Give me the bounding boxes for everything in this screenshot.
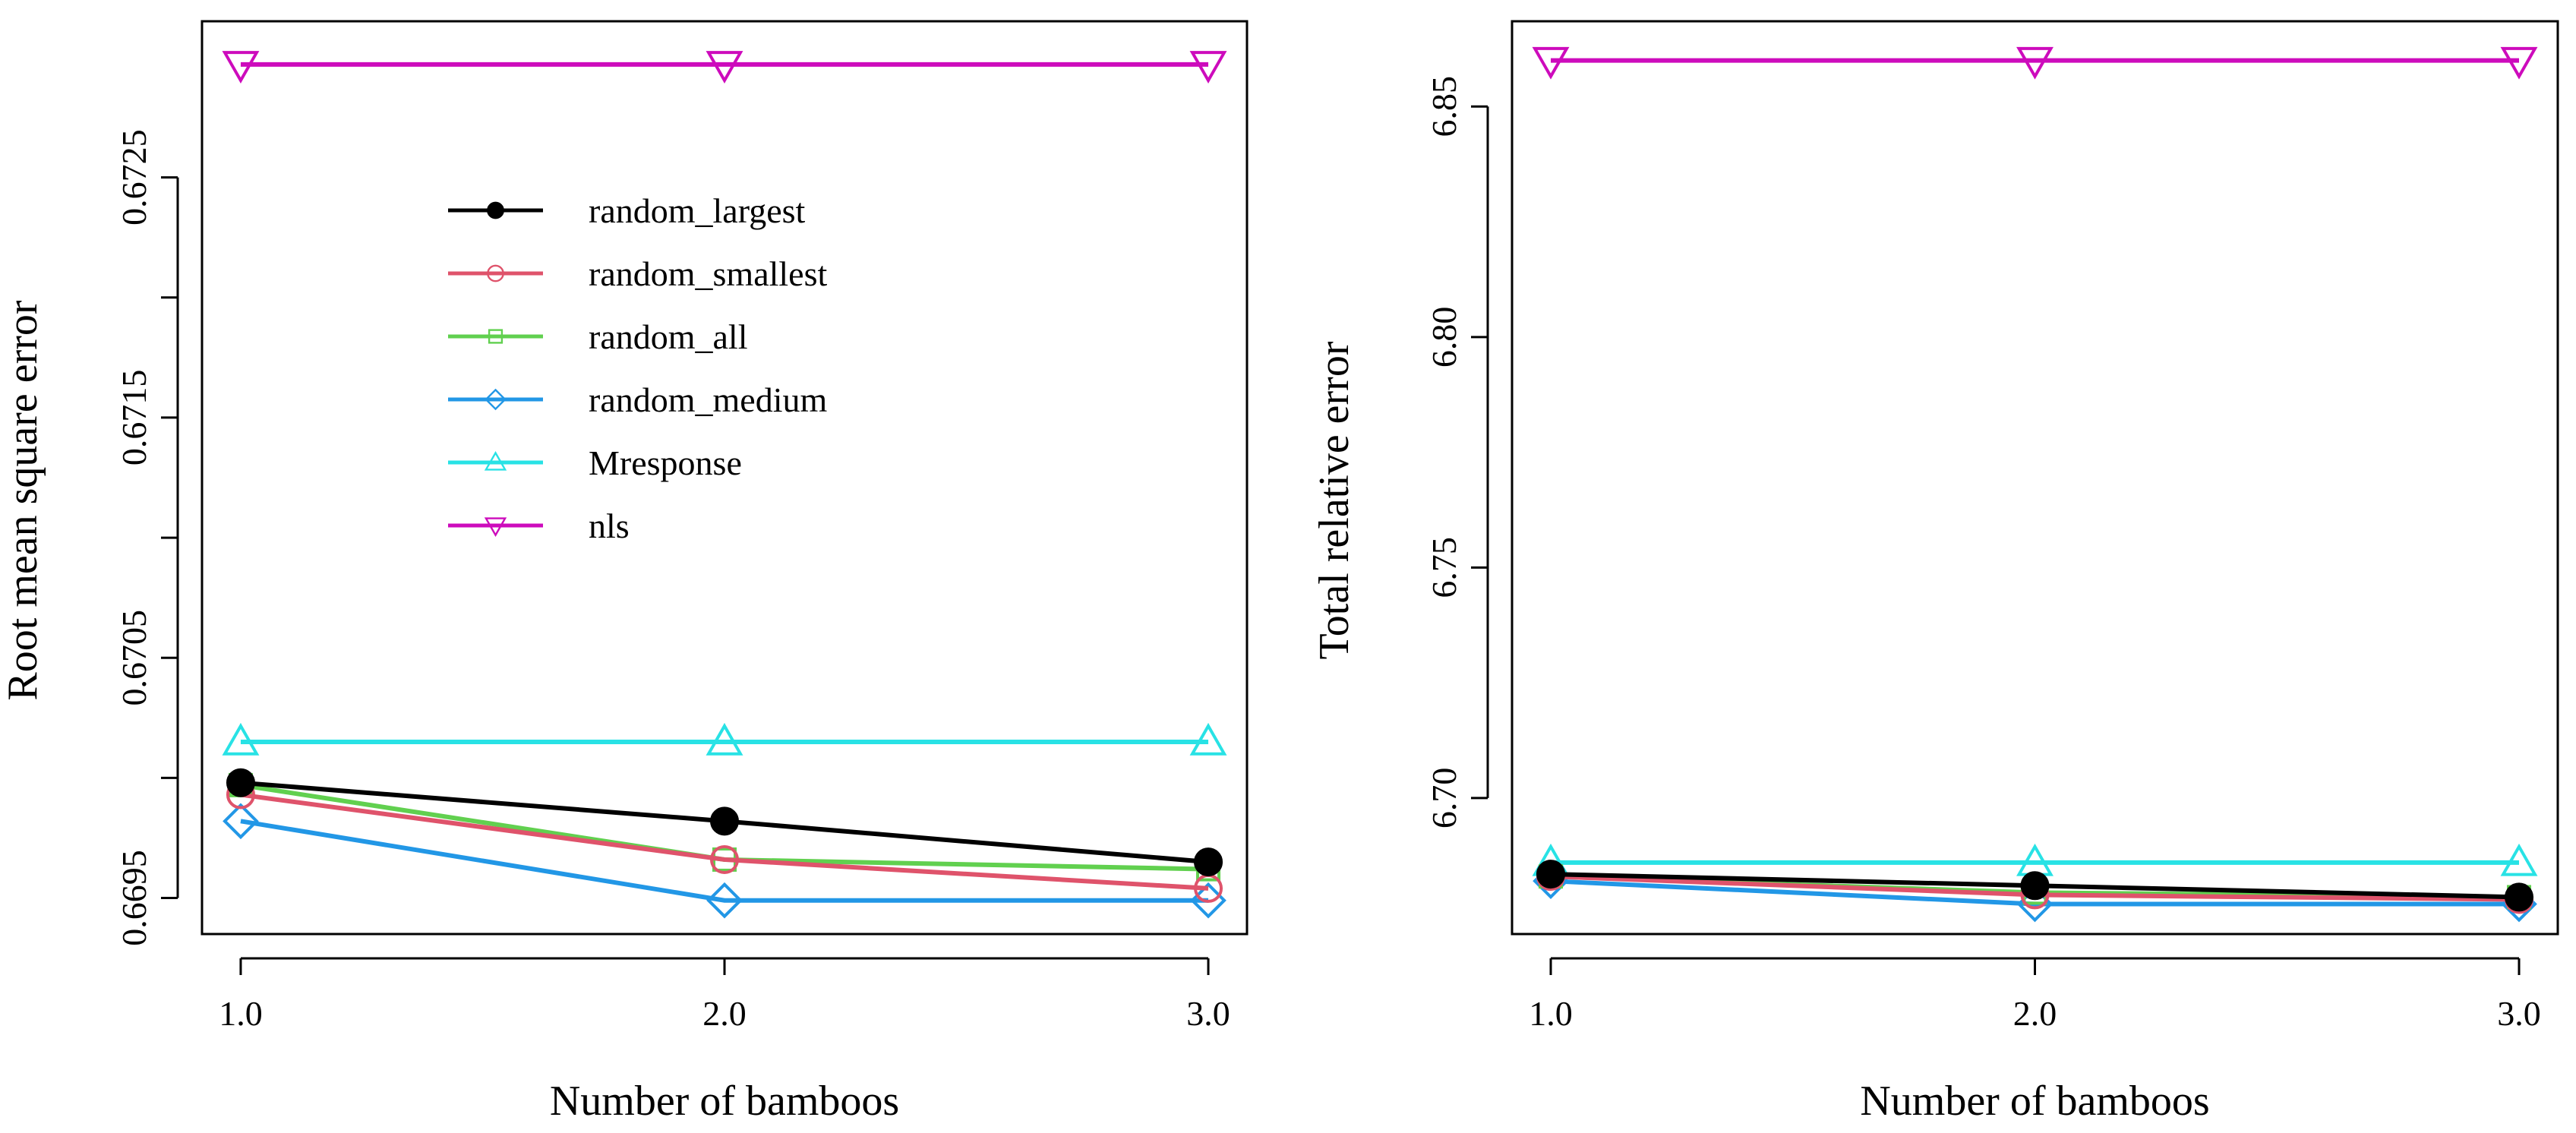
legend-label: random_medium [589, 380, 827, 419]
series-nls [222, 51, 1227, 84]
legend-label: Mresponse [589, 443, 742, 482]
data-point-mresponse [2500, 843, 2538, 876]
data-point-nls [2016, 46, 2054, 80]
y-tick-label: 6.85 [1425, 76, 1463, 137]
x-tick-label: 3.0 [2497, 994, 2541, 1033]
legend-item-mresponse: Mresponse [448, 443, 742, 482]
data-point-nls [2500, 46, 2538, 80]
x-axis-label: Number of bamboos [1860, 1078, 2209, 1125]
series-mresponse [1532, 843, 2538, 876]
legend-label: nls [589, 507, 630, 545]
x-tick-label: 2.0 [2013, 994, 2057, 1033]
y-axis: 0.6695 0.6705 0.6715 0.6725 [115, 129, 179, 946]
legend-item-random-all: random_all [448, 317, 748, 356]
legend-label: random_largest [589, 191, 806, 230]
legend: random_largest random_smallest random_allr… [448, 191, 827, 545]
legend-item-random-medium: random_medium [448, 380, 827, 419]
x-axis: 1.0 2.0 3.0 [1529, 957, 2541, 1033]
y-tick-label: 0.6695 [115, 850, 153, 946]
x-tick-label: 3.0 [1186, 994, 1230, 1033]
data-point-random-medium [706, 882, 743, 919]
y-axis: 6.70 6.75 6.80 6.85 [1425, 76, 1489, 829]
x-tick-label: 1.0 [1529, 994, 1573, 1033]
legend-marker [484, 517, 507, 538]
y-tick-label: 0.6715 [115, 370, 153, 466]
y-axis-label: Total relative error [1311, 341, 1358, 659]
legend-marker [487, 264, 504, 282]
data-point-random-smallest [710, 844, 739, 874]
x-tick-label: 1.0 [219, 994, 263, 1033]
data-point-random-largest [2020, 871, 2050, 901]
legend-marker [484, 450, 507, 471]
y-tick-label: 0.6725 [115, 129, 153, 226]
data-point-random-medium [223, 803, 259, 840]
series-group [1532, 46, 2538, 923]
series-line-random-smallest [240, 792, 1209, 891]
data-point-mresponse [706, 722, 743, 756]
legend-item-nls: nls [448, 507, 630, 545]
y-tick-label: 6.80 [1425, 307, 1463, 368]
series-nls [1532, 46, 2538, 80]
y-axis-label: Root mean square error [0, 300, 46, 700]
data-point-mresponse [222, 722, 260, 756]
series-mresponse [222, 722, 1227, 756]
plot-frame [200, 20, 1249, 936]
legend-item-random-smallest: random_smallest [448, 254, 827, 293]
data-point-random-largest [710, 806, 739, 836]
data-point-nls [706, 51, 743, 84]
y-tick-label: 6.70 [1425, 768, 1463, 829]
series-line-random-medium [240, 819, 1209, 903]
y-tick-label: 6.75 [1425, 537, 1463, 598]
x-axis: 1.0 2.0 3.0 [219, 957, 1230, 1033]
plot-frame [1511, 20, 2559, 936]
series-random-largest [1536, 860, 2533, 912]
data-point-nls [1189, 51, 1227, 84]
legend-marker [487, 201, 504, 219]
data-point-nls [1532, 46, 1570, 80]
legend-marker [488, 329, 504, 344]
data-point-random-largest [1536, 860, 1565, 889]
x-axis-label: Number of bamboos [550, 1078, 899, 1125]
series-random-largest [226, 768, 1223, 877]
legend-item-random-largest: random_largest [448, 191, 806, 230]
legend-label: random_all [589, 317, 748, 356]
data-point-random-largest [226, 768, 255, 797]
x-tick-label: 2.0 [702, 994, 747, 1033]
legend-marker [485, 388, 507, 411]
data-point-random-largest [2505, 882, 2533, 912]
data-point-random-largest [1194, 847, 1223, 877]
data-point-nls [222, 51, 260, 84]
series-group [222, 51, 1227, 919]
legend-label: random_smallest [589, 254, 827, 293]
data-point-mresponse [1189, 722, 1227, 756]
y-tick-label: 0.6705 [115, 610, 153, 706]
